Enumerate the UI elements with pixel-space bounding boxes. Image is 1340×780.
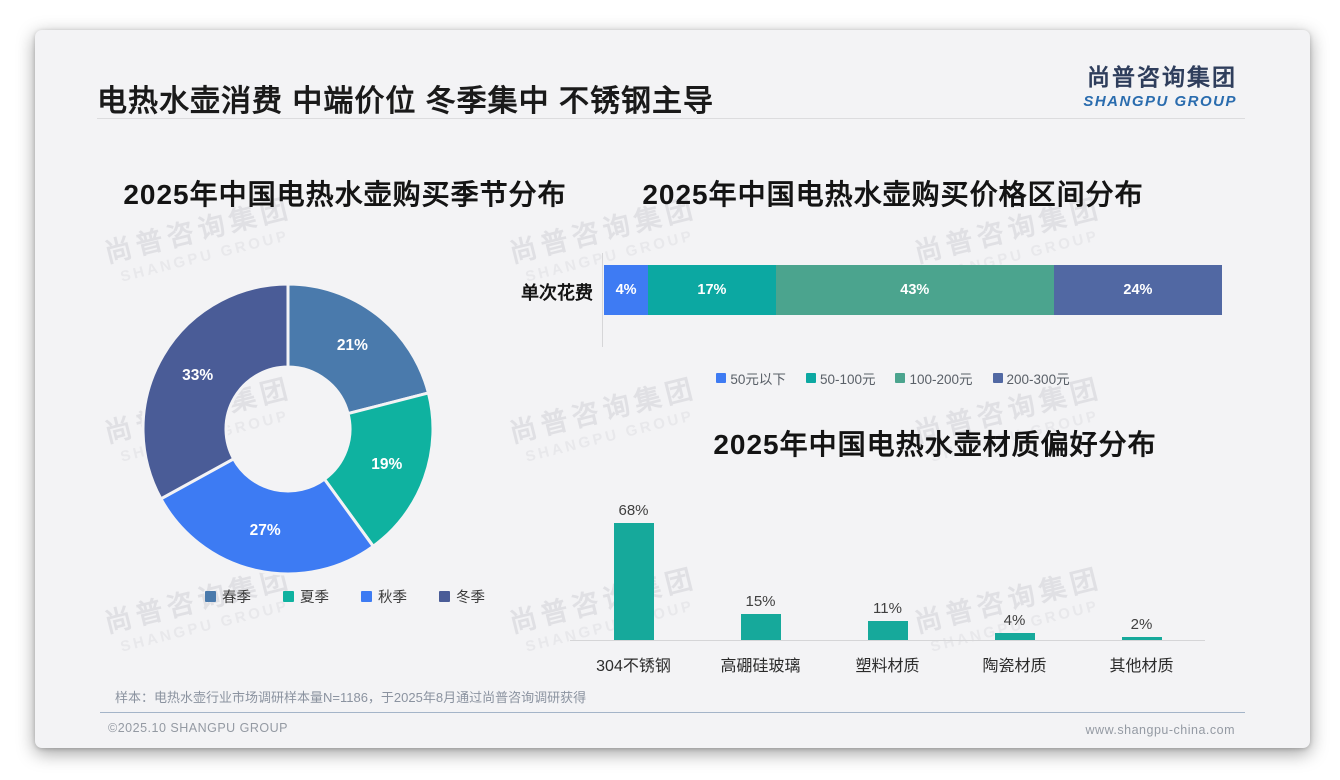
legend-swatch xyxy=(992,373,1003,383)
legend-item-200-300元: 200-300元 xyxy=(992,368,1070,388)
season-chart-title: 2025年中国电热水壶购买季节分布 xyxy=(123,179,567,210)
legend-swatch xyxy=(439,591,450,602)
legend-item-50元以下: 50元以下 xyxy=(716,368,786,388)
bar-category-label: 塑料材质 xyxy=(855,658,920,675)
donut-segment-春季 xyxy=(286,282,430,416)
donut-value-label: 33% xyxy=(182,366,214,384)
season-donut-svg xyxy=(141,282,435,576)
price-axis-line xyxy=(602,253,603,347)
donut-segment-冬季 xyxy=(141,282,290,501)
footer-divider xyxy=(100,712,1245,713)
stack-segment-value: 4% xyxy=(615,282,637,298)
legend-item-秋季: 秋季 xyxy=(361,586,407,607)
material-bar-plot: 68% 15% 11% 4% 2% xyxy=(570,476,1205,641)
donut-value-label: 21% xyxy=(336,337,368,355)
brand-logo: 尚普咨询集团 SHANGPU GROUP xyxy=(1083,58,1237,110)
material-bar-categories: 304不锈钢 高硼硅玻璃 塑料材质 陶瓷材质 其他材质 xyxy=(570,652,1205,676)
bar-category-label: 陶瓷材质 xyxy=(982,658,1047,675)
legend-label: 春季 xyxy=(222,590,251,606)
page-title: 电热水壶消费 中端价位 冬季集中 不锈钢主导 xyxy=(97,85,715,118)
bar-category-label: 高硼硅玻璃 xyxy=(720,658,801,675)
bar-value-label: 68% xyxy=(618,502,649,519)
legend-label: 200-300元 xyxy=(1006,372,1070,387)
bar-value-label: 11% xyxy=(873,600,902,618)
price-chart-title: 2025年中国电热水壶购买价格区间分布 xyxy=(642,179,1144,210)
stack-segment-value: 17% xyxy=(697,282,727,298)
legend-item-100-200元: 100-200元 xyxy=(895,368,973,388)
stack-segment-100-200元: 43% xyxy=(775,265,1054,315)
donut-value-label: 27% xyxy=(249,522,281,540)
legend-label: 夏季 xyxy=(300,590,329,606)
bar xyxy=(867,621,908,640)
legend-swatch xyxy=(205,591,216,602)
bar-category-label: 304不锈钢 xyxy=(596,658,671,675)
price-row-label: 单次花费 xyxy=(521,283,593,303)
report-slide: 尚普咨询集团 SHANGPU GROUP 尚普咨询集团 SHANGPU GROUP 尚普… xyxy=(35,30,1310,748)
price-legend: 50元以下 50-100元 100-200元 200-300元 xyxy=(503,368,1283,388)
legend-item-50-100元: 50-100元 xyxy=(805,368,876,388)
season-donut: 21% 19% 27% 33% xyxy=(141,282,435,576)
legend-swatch xyxy=(361,591,372,602)
bar-value-label: 2% xyxy=(1130,615,1153,633)
legend-item-夏季: 夏季 xyxy=(283,586,329,607)
bar-value-label: 4% xyxy=(1003,612,1026,630)
stack-segment-50元以下: 4% xyxy=(604,265,649,315)
bar-value-label: 15% xyxy=(745,593,776,611)
brand-logo-cn-text: 尚普咨询集团 xyxy=(1087,64,1237,90)
bar xyxy=(740,614,781,640)
legend-swatch xyxy=(716,373,727,383)
bar xyxy=(1121,636,1162,640)
donut-segment-秋季 xyxy=(159,457,375,576)
legend-label: 冬季 xyxy=(456,590,485,606)
legend-label: 50-100元 xyxy=(819,372,876,387)
bar xyxy=(994,633,1035,640)
bar-column-陶瓷材质: 4% xyxy=(951,612,1078,640)
bar-column-304不锈钢: 68% xyxy=(570,502,697,640)
footer-website: www.shangpu-china.com xyxy=(1085,723,1235,737)
sample-note: 样本：电热水壶行业市场调研样本量N=1186，于2025年8月通过尚普咨询调研获… xyxy=(115,690,587,705)
bar-column-其他材质: 2% xyxy=(1078,616,1205,640)
bar-column-高硼硅玻璃: 15% xyxy=(697,593,824,640)
legend-label: 100-200元 xyxy=(909,372,973,387)
bar xyxy=(613,523,654,640)
header-divider xyxy=(97,118,1245,119)
price-stacked-bar: 4% 17% 43% 24% xyxy=(604,265,1222,315)
brand-logo-en-text: SHANGPU GROUP xyxy=(1083,93,1237,110)
stack-segment-50-100元: 17% xyxy=(648,265,776,315)
bar-category-label: 其他材质 xyxy=(1109,658,1174,675)
bar-column-塑料材质: 11% xyxy=(824,600,951,640)
stack-segment-200-300元: 24% xyxy=(1053,265,1222,315)
legend-swatch xyxy=(805,373,816,383)
footer-copyright: ©2025.10 SHANGPU GROUP xyxy=(108,721,288,735)
donut-value-label: 19% xyxy=(371,455,403,473)
legend-item-冬季: 冬季 xyxy=(439,586,485,607)
material-chart-title: 2025年中国电热水壶材质偏好分布 xyxy=(713,429,1157,460)
stack-segment-value: 24% xyxy=(1123,282,1153,298)
legend-label: 秋季 xyxy=(378,590,407,606)
legend-swatch xyxy=(895,373,906,383)
legend-item-春季: 春季 xyxy=(205,586,251,607)
stack-segment-value: 43% xyxy=(900,282,930,298)
legend-label: 50元以下 xyxy=(730,372,786,387)
legend-swatch xyxy=(283,591,294,602)
season-legend: 春季 夏季 秋季 冬季 xyxy=(95,586,595,607)
donut-segment-夏季 xyxy=(322,391,435,548)
